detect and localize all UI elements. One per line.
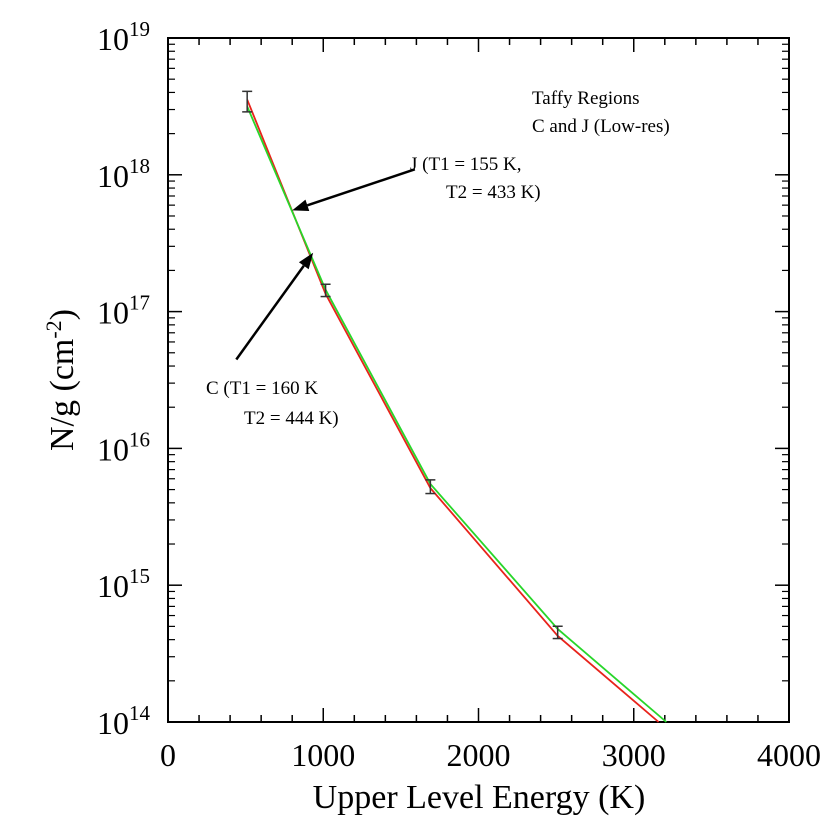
y-tick-label-exponent: 15 [129,564,150,588]
y-tick-label-base: 10 [97,705,129,741]
legend-line-1: Taffy Regions [532,88,640,109]
y-tick-label-base: 10 [97,431,129,467]
x-tick-label: 1000 [291,737,355,773]
annotation-c-line-1: C (T1 = 160 K [206,378,318,399]
y-tick-label-base: 10 [97,158,129,194]
y-tick-label-exponent: 16 [129,427,150,451]
annotation-arrows [235,168,416,361]
x-tick-label: 0 [160,737,176,773]
y-axis-label: N/g (cm-2) [41,309,81,451]
axis-tick-labels: 0 1000 2000 3000 400010141015101610171018101… [97,17,821,773]
y-tick-label: 1019 [97,17,150,57]
axis-ticks [167,37,790,723]
x-tick-label: 3000 [602,737,666,773]
legend-line-2: C and J (Low-res) [532,116,670,137]
annotation-arrow-head-j [292,199,310,211]
y-tick-label-exponent: 14 [129,701,151,725]
annotation-arrow-shaft-j [306,168,416,207]
x-axis-label: Upper Level Energy (K) [313,779,646,816]
y-tick-label-exponent: 17 [129,291,150,315]
y-tick-label-base: 10 [97,21,129,57]
y-tick-label: 1014 [97,701,151,741]
y-tick-label: 1018 [97,154,150,194]
y-axis-label-base: N/g (cm [44,339,81,451]
x-tick-label: 2000 [447,737,511,773]
y-tick-label: 1016 [97,427,150,467]
y-axis-label-sup: -2 [41,320,66,338]
annotation-c-line-2: T2 = 444 K) [244,408,339,429]
y-axis-label-end: ) [44,309,81,320]
error-bars [242,90,563,640]
y-tick-label: 1015 [97,564,150,604]
y-tick-label-exponent: 18 [129,154,150,178]
y-tick-label-base: 10 [97,568,129,604]
y-tick-label-base: 10 [97,295,129,331]
y-tick-label: 1017 [97,291,150,331]
x-tick-label: 4000 [757,737,821,773]
y-tick-label-exponent: 19 [129,17,150,41]
annotation-arrow-head-c [298,252,314,270]
annotation-j-line-1: J (T1 = 155 K, [410,154,522,175]
annotation-arrow-shaft-c [235,265,305,361]
annotation-j-line-2: T2 = 433 K) [446,182,541,203]
